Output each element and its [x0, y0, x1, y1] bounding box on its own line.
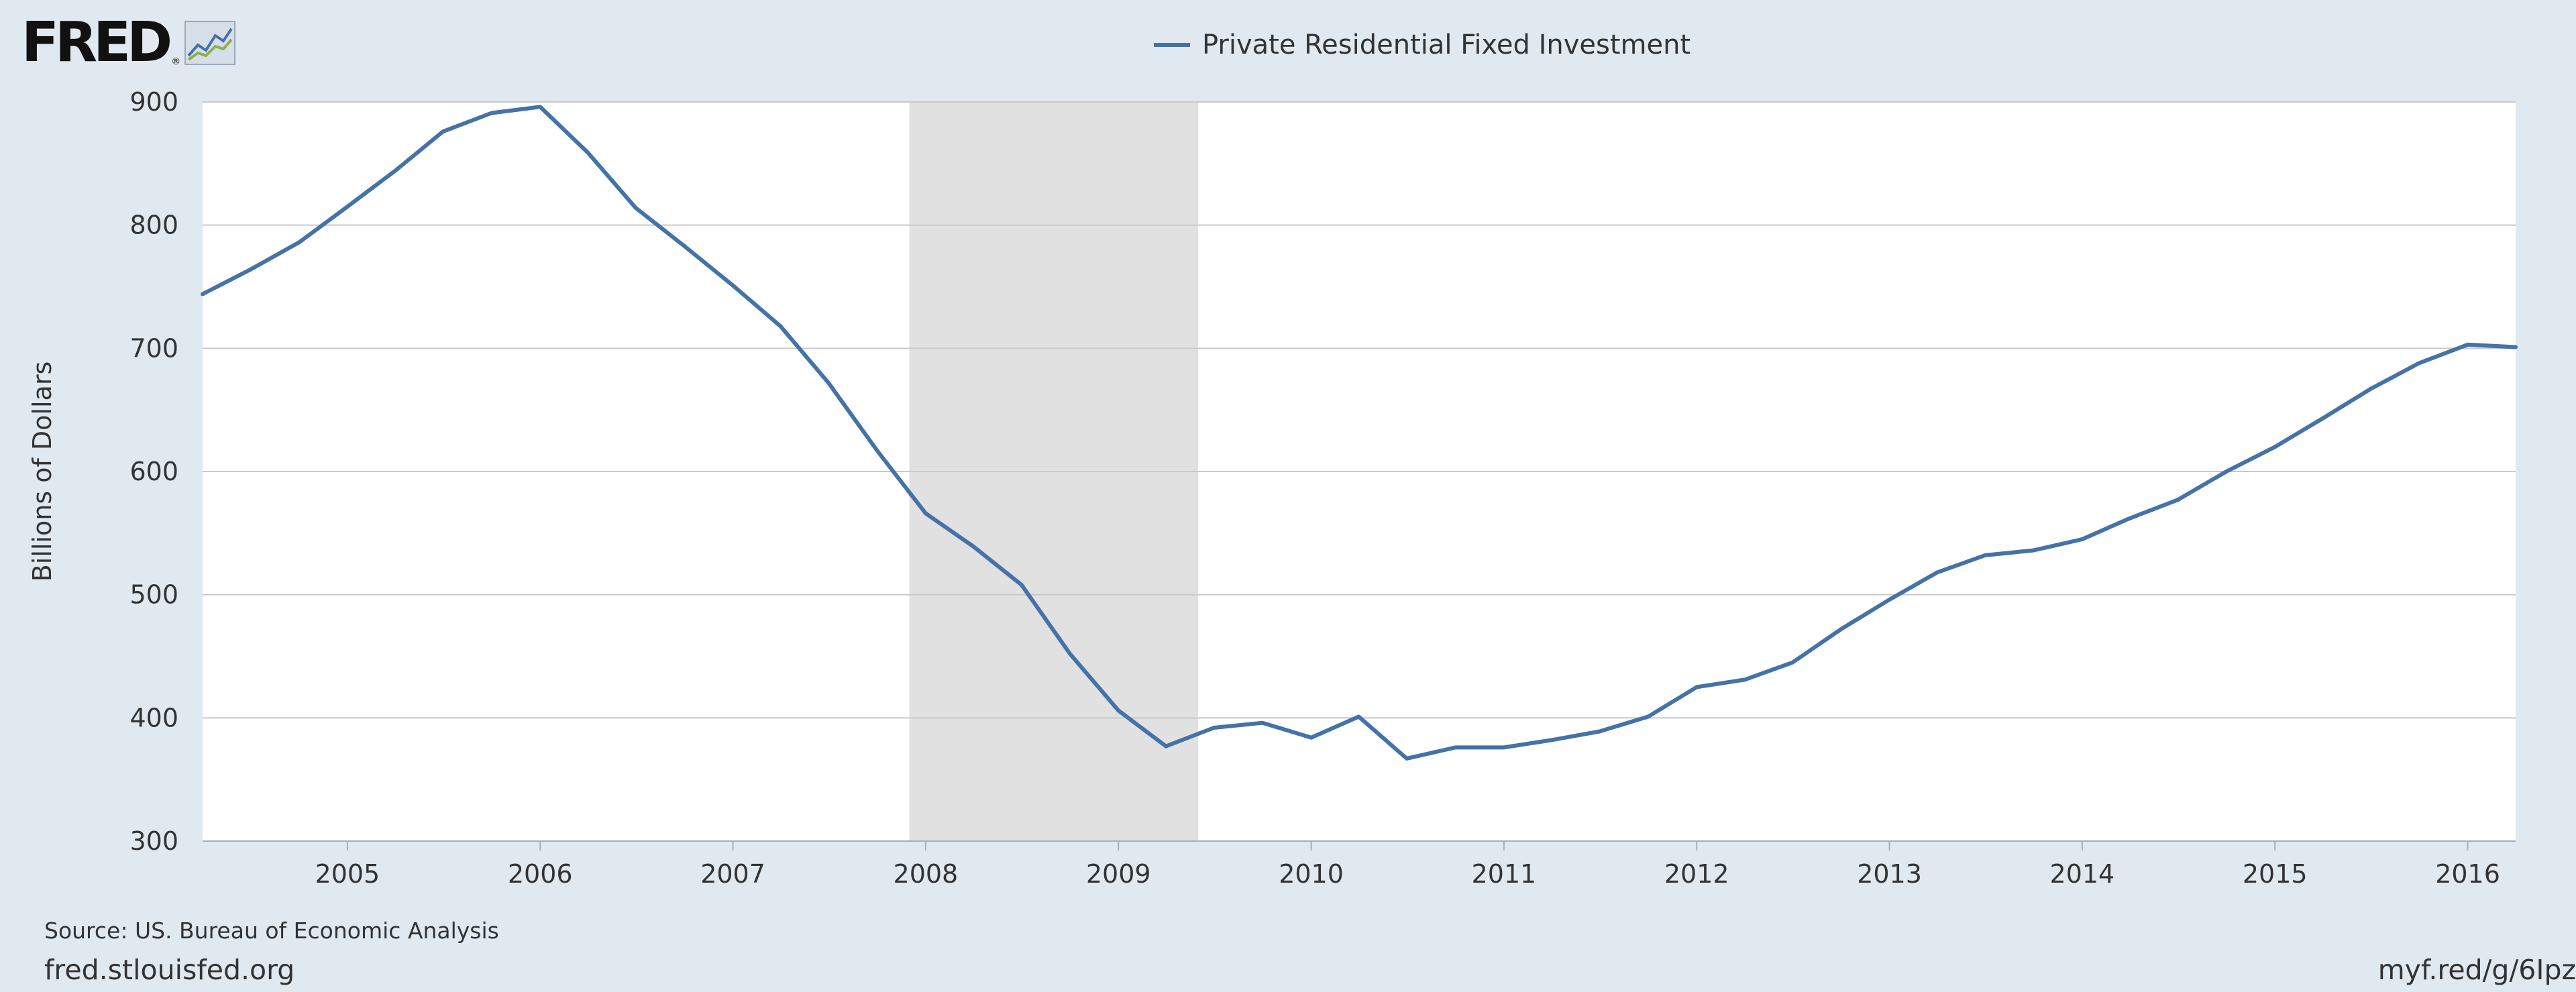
data-point [1742, 677, 1748, 682]
line-graph-icon [184, 21, 236, 65]
data-point [2320, 416, 2325, 421]
y-tick-label: 400 [129, 703, 178, 732]
data-point [1452, 745, 1458, 750]
legend-series-label: Private Residential Fixed Investment [1202, 30, 1691, 60]
data-point [585, 150, 590, 155]
y-tick-label: 600 [129, 457, 178, 486]
x-tick-label: 2013 [1857, 859, 1922, 889]
data-point [777, 323, 783, 329]
data-point [200, 292, 205, 297]
chart-legend[interactable]: Private Residential Fixed Investment [1154, 28, 1690, 62]
data-point [1356, 714, 1361, 719]
data-point [682, 243, 687, 249]
data-point [633, 205, 639, 211]
y-axis-title: Billions of Dollars [28, 362, 57, 582]
data-point [1694, 684, 1699, 690]
data-point [2031, 548, 2036, 553]
x-tick-label: 2014 [2050, 859, 2115, 889]
data-point [2080, 537, 2085, 542]
legend-series-swatch [1154, 43, 1190, 47]
x-tick-label: 2005 [315, 859, 380, 889]
data-point [2368, 386, 2373, 392]
x-axis: 2005 2006 2007 2008 2009 2010 2011 2012 2013 2014… [203, 840, 2516, 889]
x-tick-label: 2009 [1086, 859, 1151, 889]
data-point [1309, 735, 1314, 740]
data-point [440, 129, 445, 134]
data-point [2272, 444, 2277, 449]
logo-text: FRED [21, 11, 172, 74]
y-tick-label: 300 [129, 826, 178, 856]
data-point [2127, 516, 2133, 521]
data-point [1019, 582, 1024, 588]
data-point [923, 510, 928, 516]
x-tick-label: 2008 [894, 859, 959, 889]
x-tick-label: 2007 [700, 859, 765, 889]
data-point [1212, 725, 1217, 730]
data-point [2465, 342, 2471, 347]
data-point [1934, 570, 1939, 575]
data-point [971, 544, 976, 549]
data-point [826, 380, 831, 386]
x-tick-label: 2010 [1279, 859, 1344, 889]
source-note: Source: US. Bureau of Economic Analysis [44, 918, 499, 944]
data-point [297, 239, 302, 245]
data-point [2513, 344, 2518, 349]
data-point [537, 104, 543, 109]
x-tick-label: 2015 [2243, 859, 2308, 889]
logo-registered-mark: ® [171, 56, 181, 67]
data-point [248, 267, 253, 272]
data-point [489, 111, 494, 116]
site-link[interactable]: fred.stlouisfed.org [44, 954, 295, 986]
data-point [1260, 720, 1265, 726]
data-point [1549, 737, 1554, 742]
short-url-link[interactable]: myf.red/g/6Ipz [2377, 954, 2576, 986]
data-point [874, 448, 879, 453]
data-point [2175, 497, 2180, 502]
x-tick-label: 2012 [1664, 859, 1729, 889]
fred-logo[interactable]: FRED ® [21, 11, 236, 74]
data-point [1790, 660, 1795, 665]
data-point [1404, 756, 1409, 761]
y-axis: 300 400 500 600 700 800 900 [129, 87, 178, 856]
data-point [1982, 553, 1988, 558]
data-point [1116, 708, 1121, 713]
x-tick-label: 2016 [2435, 859, 2500, 889]
x-tick-label: 2011 [1472, 859, 1537, 889]
data-point [2224, 469, 2229, 474]
grid-layer [203, 101, 2516, 719]
y-tick-label: 500 [129, 580, 178, 610]
data-point [1887, 597, 1892, 602]
data-point [731, 283, 736, 288]
y-tick-label: 900 [129, 87, 178, 117]
data-point [2416, 360, 2422, 366]
data-point [1646, 714, 1651, 719]
data-point [1501, 745, 1507, 750]
data-point [1838, 626, 1843, 632]
y-tick-label: 700 [129, 333, 178, 363]
data-point [392, 168, 398, 174]
data-point [1067, 651, 1073, 657]
data-point [1163, 744, 1169, 749]
x-tick-label: 2006 [508, 859, 573, 889]
series-line[interactable] [201, 105, 2518, 761]
data-point [1597, 729, 1602, 734]
data-point [345, 204, 350, 209]
y-tick-label: 800 [129, 211, 178, 240]
